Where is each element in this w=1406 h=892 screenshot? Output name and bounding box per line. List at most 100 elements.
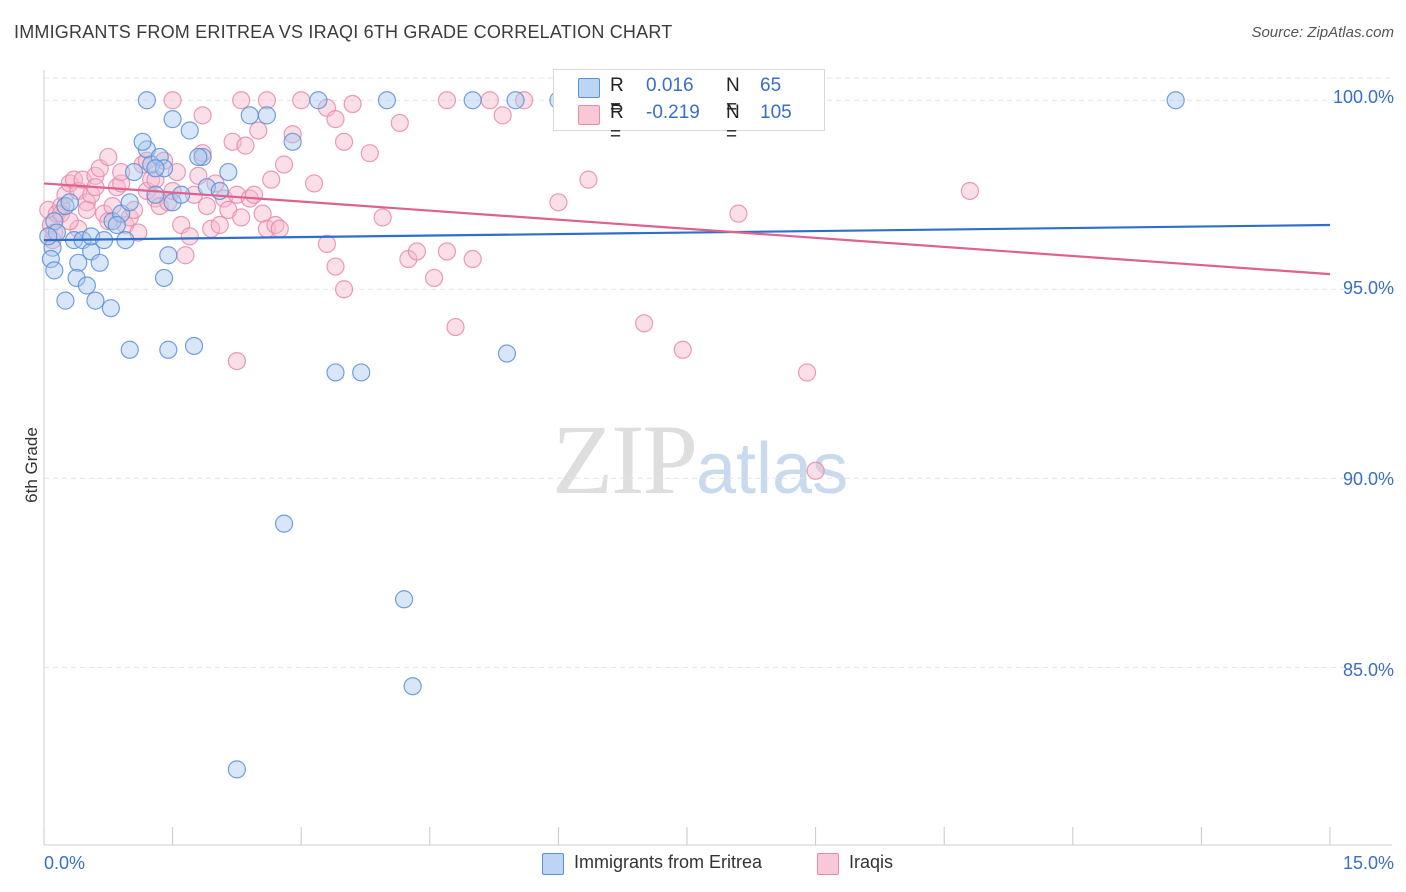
eritrea-point-32 [159, 340, 178, 359]
bottom-legend-swatch-pink [817, 853, 839, 875]
iraqi-point-48 [232, 208, 251, 227]
iraqi-point-51 [244, 185, 264, 204]
iraqi-point-72 [424, 268, 444, 288]
eritrea-point-46 [309, 91, 328, 110]
eritrea-point-41 [163, 110, 182, 129]
eritrea-point-61 [39, 227, 58, 246]
iraqi-point-66 [326, 257, 345, 276]
eritrea-point-33 [184, 336, 204, 356]
eritrea-point-20 [120, 193, 139, 212]
eritrea-point-11 [90, 253, 109, 272]
legend-swatch-blue [578, 78, 600, 98]
iraqi-point-95 [112, 162, 131, 182]
eritrea-point-59 [403, 677, 422, 696]
iraqi-point-59 [292, 91, 311, 110]
iraqi-point-103 [77, 200, 96, 219]
iraqi-point-92 [437, 91, 457, 110]
eritrea-point-25 [146, 185, 165, 204]
iraqi-point-74 [446, 317, 465, 337]
legend-n-label: N = [726, 102, 740, 145]
iraqi-point-80 [635, 314, 654, 333]
eritrea-point-35 [172, 185, 191, 204]
legend-r-value: 0.016 [646, 75, 694, 96]
iraqi-point-67 [334, 280, 354, 299]
source-label: Source: ZipAtlas.com [1251, 24, 1394, 41]
eritrea-point-34 [159, 246, 178, 265]
iraqi-point-71 [407, 242, 427, 261]
iraqi-point-35 [176, 246, 195, 265]
iraqi-point-65 [317, 234, 337, 254]
iraqi-point-75 [463, 249, 482, 269]
eritrea-point-29 [133, 132, 152, 151]
eritrea-point-56 [137, 91, 156, 110]
y-tick-label-100: 100.0% [1332, 87, 1394, 107]
eritrea-point-55 [1166, 91, 1185, 110]
eritrea-point-30 [154, 268, 174, 288]
iraqi-point-57 [274, 155, 294, 174]
iraqi-point-5 [52, 196, 71, 216]
iraqi-point-87 [960, 181, 980, 201]
bottom-legend-swatch-blue [542, 853, 564, 875]
iraqi-point-102 [60, 212, 79, 231]
eritrea-point-15 [101, 299, 120, 318]
x-axis-max-label: 15.0% [1342, 853, 1394, 873]
eritrea-point-12 [67, 268, 86, 288]
legend-r-label: R = [610, 75, 624, 118]
chart-title: IMMIGRANTS FROM ERITREA VS IRAQI 6TH GRA… [14, 22, 673, 42]
iraqi-point-55 [262, 170, 281, 189]
eritrea-point-43 [240, 106, 259, 125]
iraqi-point-104 [270, 219, 289, 238]
eritrea-point-6 [60, 193, 79, 212]
eritrea-point-47 [326, 363, 345, 382]
iraqi-point-88 [227, 351, 246, 371]
legend-n-value: 65 [760, 75, 782, 96]
legend-r-value: -0.219 [646, 102, 700, 123]
bottom-legend-label: Immigrants from Eritrea [574, 852, 763, 872]
x-axis-min-label: 0.0% [44, 853, 86, 873]
eritrea-point-52 [497, 344, 517, 363]
iraqi-point-24 [99, 147, 118, 167]
iraqi-point-82 [729, 204, 748, 223]
bottom-legend-label: Iraqis [849, 852, 894, 872]
eritrea-point-58 [394, 590, 414, 609]
eritrea-point-39 [219, 162, 238, 182]
iraqi-point-76 [480, 91, 499, 110]
eritrea-point-3 [41, 249, 60, 269]
iraqi-point-73 [437, 242, 457, 261]
iraqi-point-78 [549, 193, 568, 212]
iraqi-point-52 [249, 121, 268, 140]
iraqi-trend-line [43, 182, 1331, 276]
legend-n-label: N = [726, 75, 740, 118]
eritrea-point-14 [86, 291, 105, 310]
iraqi-point-43 [210, 215, 229, 235]
iraqi-point-68 [373, 208, 392, 227]
y-tick-label-95: 95.0% [1342, 278, 1394, 298]
iraqi-point-49 [236, 136, 255, 155]
iraqi-point-69 [390, 113, 409, 133]
eritrea-point-45 [283, 132, 302, 151]
iraqi-point-85 [797, 363, 817, 382]
legend-swatch-pink [578, 105, 600, 125]
eritrea-point-22 [124, 162, 144, 182]
iraqi-point-90 [193, 106, 212, 125]
iraqi-point-40 [197, 196, 216, 216]
legend-n-value: 105 [760, 102, 792, 123]
eritrea-point-42 [189, 147, 208, 167]
eritrea-point-60 [227, 760, 246, 779]
eritrea-point-21 [107, 215, 126, 235]
eritrea-point-36 [193, 147, 212, 167]
iraqi-point-77 [493, 106, 512, 125]
iraqi-point-64 [343, 94, 362, 114]
y-tick-label-85: 85.0% [1342, 660, 1394, 680]
iraqi-point-53 [253, 204, 272, 223]
eritrea-point-26 [150, 147, 169, 167]
iraqi-point-89 [163, 91, 182, 110]
legend-r-label: R = [610, 102, 624, 145]
iraqi-point-58 [283, 125, 302, 144]
eritrea-point-51 [506, 91, 525, 110]
eritrea-point-31 [120, 340, 139, 359]
iraqi-point-27 [142, 170, 161, 189]
iraqi-point-60 [304, 174, 324, 193]
eritrea-point-10 [69, 253, 88, 272]
